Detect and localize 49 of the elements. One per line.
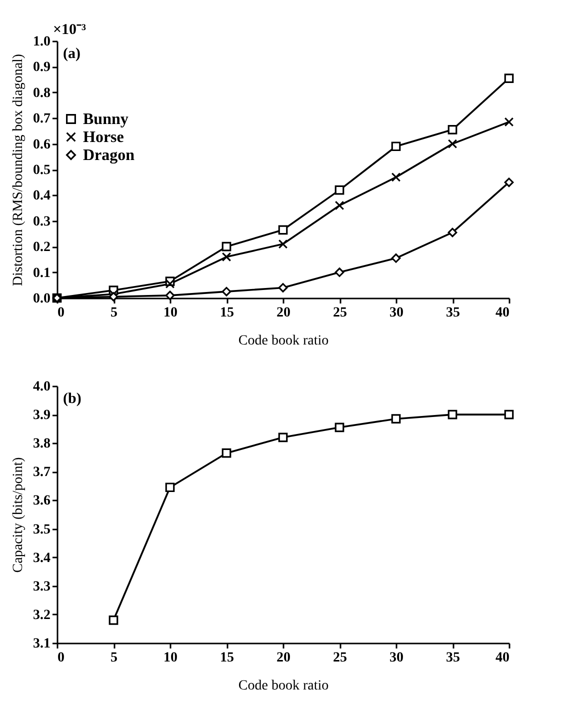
y-tick-label: 3.7 — [33, 465, 50, 480]
y-axis-title: Capacity (bits/point) — [11, 456, 26, 573]
x-tick-label: 40 — [496, 650, 510, 666]
y-tick-label: 3.6 — [33, 494, 50, 509]
x-tick-label: 15 — [220, 306, 234, 320]
y-tick-label: 0.5 — [33, 163, 50, 178]
y-tick-label: 3.8 — [33, 436, 50, 452]
y-tick-label: 0.9 — [33, 60, 50, 76]
x-tick-label: 15 — [220, 650, 234, 666]
x-tick-label: 10 — [164, 650, 178, 666]
y-axis-title: Distortion (RMS/bounding box diagonal) — [11, 54, 26, 286]
x-tick-label: 5 — [110, 306, 118, 320]
x-tick-label: 25 — [333, 650, 347, 666]
x-tick-label: 40 — [496, 306, 510, 320]
x-tick-label: 0 — [58, 306, 64, 320]
y-tick-label: 3.9 — [33, 408, 50, 424]
y-tick-label: 3.5 — [33, 522, 50, 538]
x-tick-label: 35 — [446, 650, 460, 666]
y-tick-label: 3.2 — [33, 608, 50, 623]
y-tick-label: 4.0 — [33, 380, 50, 394]
y-tick-label: 0.4 — [33, 188, 50, 204]
x-tick-label: 10 — [164, 306, 178, 320]
x-tick-label: 30 — [390, 306, 404, 320]
y-tick-label: 0.3 — [33, 214, 50, 230]
legend-label: Bunny — [83, 111, 128, 128]
x-tick-label: 25 — [333, 306, 347, 320]
y-tick-label: 3.1 — [33, 636, 50, 652]
y-tick-label: 0.8 — [33, 86, 50, 101]
x-axis-title: Code book ratio — [238, 678, 329, 694]
annotation: (b) — [63, 391, 82, 407]
x-tick-label: 5 — [110, 650, 118, 666]
y-tick-label: 1.0 — [33, 34, 50, 50]
legend-label: Horse — [83, 129, 124, 146]
y-tick-label: 0.6 — [33, 137, 50, 152]
x-tick-label: 35 — [446, 306, 460, 320]
y-tick-label: 0.7 — [33, 112, 50, 127]
text: ×10⁻³ — [53, 22, 87, 38]
x-tick-label: 20 — [276, 306, 290, 320]
x-axis-title: Code book ratio — [238, 334, 329, 348]
y-tick-label: 3.4 — [33, 550, 50, 566]
legend-label: Dragon — [83, 147, 135, 164]
y-tick-label: 3.3 — [33, 579, 50, 594]
x-tick-label: 20 — [276, 650, 290, 666]
y-tick-label: 0.1 — [33, 266, 50, 281]
y-tick-label: 0.0 — [33, 292, 50, 306]
x-tick-label: 0 — [58, 650, 64, 666]
annotation: (a) — [63, 46, 80, 62]
y-tick-label: 0.2 — [33, 240, 50, 256]
x-tick-label: 30 — [390, 650, 404, 666]
